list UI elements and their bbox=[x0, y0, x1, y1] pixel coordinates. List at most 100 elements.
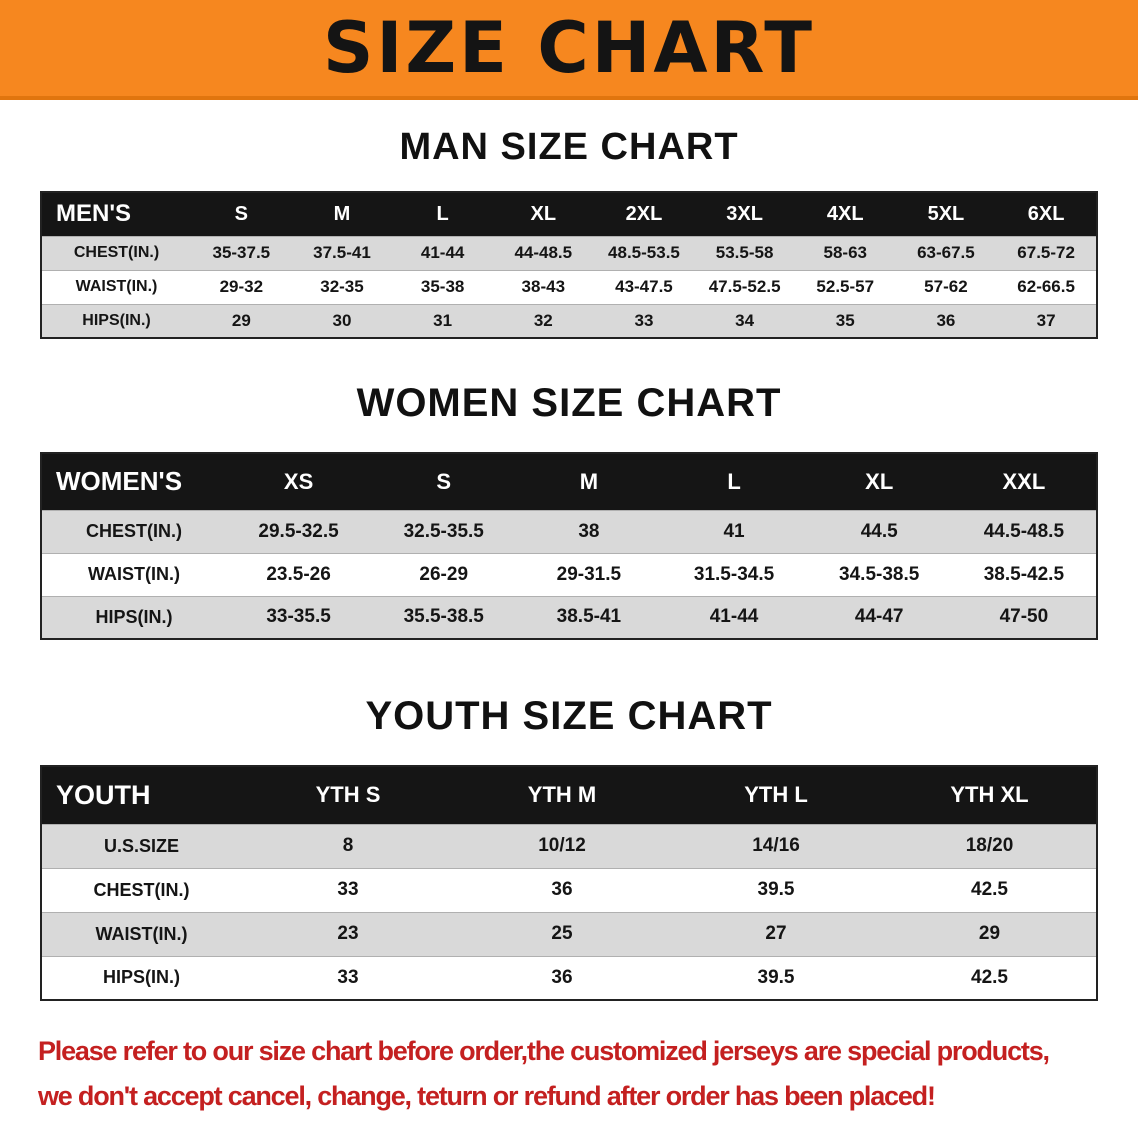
size-value: 42.5 bbox=[883, 955, 1097, 1000]
size-value: 63-67.5 bbox=[895, 235, 997, 270]
size-value: 36 bbox=[455, 867, 669, 912]
women-section: WOMEN SIZE CHART WOMEN'S XS S M L XL XXL CHEST(… bbox=[0, 381, 1138, 640]
column-header: 2XL bbox=[593, 192, 695, 236]
row-label: U.S.SIZE bbox=[41, 823, 241, 868]
column-header: XL bbox=[806, 453, 952, 510]
row-label: WAIST(IN.) bbox=[41, 911, 241, 956]
size-value: 38 bbox=[516, 509, 662, 553]
size-value: 33-35.5 bbox=[226, 595, 372, 639]
youth-size-table: YOUTH YTH S YTH M YTH L YTH XL U.S.SIZE 8 10/12… bbox=[40, 765, 1098, 1001]
size-value: 48.5-53.5 bbox=[593, 235, 695, 270]
size-value: 29-32 bbox=[191, 269, 292, 304]
men-size-table: MEN'S S M L XL 2XL 3XL 4XL 5XL 6XL CHEST(IN.) 35-37… bbox=[40, 191, 1098, 339]
size-value: 18/20 bbox=[883, 823, 1097, 868]
size-value: 29 bbox=[883, 911, 1097, 956]
column-header: 3XL bbox=[694, 192, 795, 236]
column-header: S bbox=[191, 192, 292, 236]
size-value: 35 bbox=[794, 303, 896, 338]
size-value: 52.5-57 bbox=[794, 269, 896, 304]
size-value: 29 bbox=[191, 303, 292, 338]
column-header: XS bbox=[226, 453, 372, 510]
size-value: 38.5-41 bbox=[516, 595, 662, 639]
size-value: 44-47 bbox=[806, 595, 952, 639]
row-label: CHEST(IN.) bbox=[41, 235, 191, 270]
size-value: 57-62 bbox=[895, 269, 997, 304]
column-header: YTH S bbox=[241, 766, 455, 824]
size-value: 39.5 bbox=[669, 955, 883, 1000]
row-label: CHEST(IN.) bbox=[41, 867, 241, 912]
size-value: 34.5-38.5 bbox=[806, 552, 952, 596]
disclaimer-line-1: Please refer to our size chart before or… bbox=[38, 1036, 1050, 1066]
header-row: MEN'S S M L XL 2XL 3XL 4XL 5XL 6XL bbox=[41, 192, 1097, 236]
size-value: 41-44 bbox=[392, 235, 493, 270]
size-value: 34 bbox=[694, 303, 795, 338]
size-value: 27 bbox=[669, 911, 883, 956]
row-label: HIPS(IN.) bbox=[41, 303, 191, 338]
size-value: 33 bbox=[593, 303, 695, 338]
women-section-heading: WOMEN SIZE CHART bbox=[356, 381, 782, 425]
size-value: 36 bbox=[455, 955, 669, 1000]
column-header: XXL bbox=[951, 453, 1097, 510]
size-value: 25 bbox=[455, 911, 669, 956]
size-value: 36 bbox=[895, 303, 997, 338]
size-value: 23 bbox=[241, 911, 455, 956]
banner: SIZE CHART bbox=[0, 0, 1138, 100]
table-row: CHEST(IN.) 35-37.5 37.5-41 41-44 44-48.5 48.5… bbox=[41, 235, 1097, 270]
size-value: 58-63 bbox=[794, 235, 896, 270]
size-value: 47.5-52.5 bbox=[694, 269, 795, 304]
size-value: 41 bbox=[661, 509, 807, 553]
size-value: 53.5-58 bbox=[694, 235, 795, 270]
row-label: HIPS(IN.) bbox=[41, 595, 226, 639]
column-header: L bbox=[392, 192, 493, 236]
disclaimer-line-2: we don't accept cancel, change, teturn o… bbox=[38, 1081, 936, 1111]
page-title: SIZE CHART bbox=[322, 7, 816, 89]
size-value: 35-38 bbox=[392, 269, 493, 304]
table-row: WAIST(IN.) 23.5-26 26-29 29-31.5 31.5-34.5 34… bbox=[41, 552, 1097, 596]
size-value: 35-37.5 bbox=[191, 235, 292, 270]
table-row: HIPS(IN.) 33-35.5 35.5-38.5 38.5-41 41-44 44-… bbox=[41, 595, 1097, 639]
size-value: 62-66.5 bbox=[996, 269, 1097, 304]
column-header: YTH M bbox=[455, 766, 669, 824]
size-value: 44.5 bbox=[806, 509, 952, 553]
men-section: MAN SIZE CHART MEN'S S M L XL 2XL 3XL 4XL 5XL 6XL… bbox=[0, 126, 1138, 339]
size-value: 23.5-26 bbox=[226, 552, 372, 596]
column-header: M bbox=[291, 192, 393, 236]
size-value: 26-29 bbox=[371, 552, 517, 596]
size-value: 33 bbox=[241, 867, 455, 912]
size-value: 29.5-32.5 bbox=[226, 509, 372, 553]
size-value: 67.5-72 bbox=[996, 235, 1097, 270]
table-row: U.S.SIZE 8 10/12 14/16 18/20 bbox=[41, 823, 1097, 868]
column-header: YTH L bbox=[669, 766, 883, 824]
size-value: 10/12 bbox=[455, 823, 669, 868]
size-value: 32.5-35.5 bbox=[371, 509, 517, 553]
table-row: CHEST(IN.) 29.5-32.5 32.5-35.5 38 41 44.5 44.5… bbox=[41, 509, 1097, 553]
column-header: 4XL bbox=[794, 192, 896, 236]
size-value: 38.5-42.5 bbox=[951, 552, 1097, 596]
table-title-cell: YOUTH bbox=[41, 766, 241, 824]
table-row: HIPS(IN.) 33 36 39.5 42.5 bbox=[41, 955, 1097, 1000]
size-value: 44.5-48.5 bbox=[951, 509, 1097, 553]
size-value: 32-35 bbox=[291, 269, 393, 304]
table-title-cell: WOMEN'S bbox=[41, 453, 226, 510]
table-title-cell: MEN'S bbox=[41, 192, 191, 236]
column-header: 6XL bbox=[996, 192, 1097, 236]
youth-section-heading: YOUTH SIZE CHART bbox=[365, 694, 773, 738]
column-header: 5XL bbox=[895, 192, 997, 236]
column-header: XL bbox=[492, 192, 594, 236]
size-value: 30 bbox=[291, 303, 393, 338]
table-row: CHEST(IN.) 33 36 39.5 42.5 bbox=[41, 867, 1097, 912]
column-header: L bbox=[661, 453, 807, 510]
row-label: WAIST(IN.) bbox=[41, 269, 191, 304]
men-section-heading: MAN SIZE CHART bbox=[399, 126, 739, 168]
size-value: 31.5-34.5 bbox=[661, 552, 807, 596]
size-value: 41-44 bbox=[661, 595, 807, 639]
row-label: CHEST(IN.) bbox=[41, 509, 226, 553]
size-value: 43-47.5 bbox=[593, 269, 695, 304]
header-row: YOUTH YTH S YTH M YTH L YTH XL bbox=[41, 766, 1097, 824]
size-value: 14/16 bbox=[669, 823, 883, 868]
size-value: 37.5-41 bbox=[291, 235, 393, 270]
column-header: YTH XL bbox=[883, 766, 1097, 824]
header-row: WOMEN'S XS S M L XL XXL bbox=[41, 453, 1097, 510]
table-row: HIPS(IN.) 29 30 31 32 33 34 35 36 37 bbox=[41, 303, 1097, 338]
